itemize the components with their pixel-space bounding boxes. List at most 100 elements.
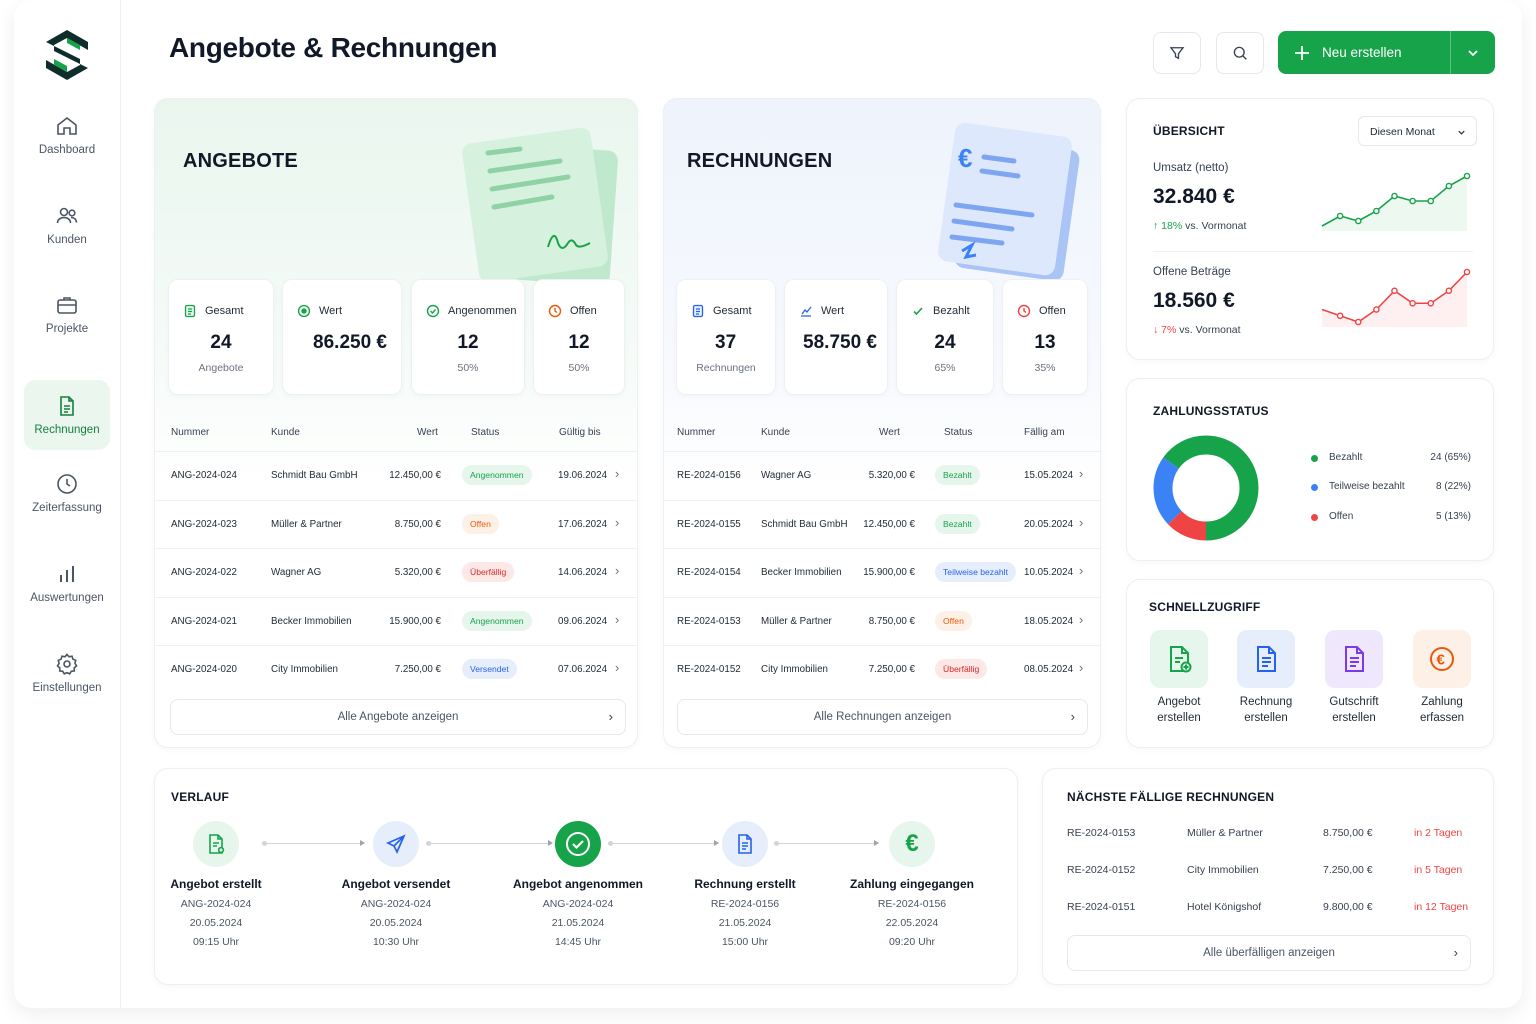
- cell-date: 10.05.2024: [1024, 567, 1074, 578]
- cell-customer: Becker Immobilien: [271, 615, 352, 627]
- column-header: Status: [944, 427, 973, 438]
- quick-action-line2: erstellen: [1244, 712, 1288, 724]
- offen-value: 18.560 €: [1153, 289, 1235, 312]
- stat-value: 24: [210, 332, 232, 353]
- cell-customer: Wagner AG: [761, 470, 812, 481]
- timeline-step-ref: ANG-2024-024: [542, 898, 614, 910]
- list-item[interactable]: RE-2024-0152 City Immobilien 7.250,00 € in …: [1067, 864, 1469, 901]
- nav-zeiterfassung[interactable]: Zeiterfassung: [24, 458, 110, 528]
- table-row[interactable]: RE-2024-0153 Müller & Partner 8.750,00 € Of…: [664, 596, 1100, 645]
- zahlungsstatus-panel: ZAHLUNGSSTATUS Bezahlt 24 (65%) Teilweis…: [1126, 378, 1494, 561]
- timeline-step-time: 09:15 Uhr: [192, 936, 240, 948]
- schnellzugriff-panel: SCHNELLZUGRIFF Angebot erstellen Rechnun…: [1126, 579, 1494, 748]
- table-row[interactable]: RE-2024-0154 Becker Immobilien 15.900,00 €…: [664, 548, 1100, 596]
- status-badge: Überfällig: [462, 562, 515, 582]
- table-row[interactable]: RE-2024-0152 City Immobilien 7.250,00 € Übe…: [664, 645, 1100, 693]
- column-header: Nummer: [677, 427, 716, 438]
- sparkline-point: [1463, 172, 1471, 180]
- offen-delta-value: 7%: [1161, 324, 1177, 336]
- sparkline-point: [1445, 182, 1453, 190]
- due-in-label: in 12 Tagen: [1414, 901, 1469, 913]
- cell-date: 20.05.2024: [1024, 518, 1074, 530]
- nav-projekte[interactable]: Projekte: [24, 279, 110, 349]
- chevron-right-icon: ›: [1079, 563, 1084, 578]
- chevron-right-icon: ›: [615, 514, 620, 530]
- quick-action-line2: erstellen: [1157, 712, 1201, 724]
- column-header: Nummer: [171, 427, 210, 438]
- cell-number: RE-2024-0155: [677, 518, 741, 530]
- timeline-step-title: Angebot erstellt: [170, 877, 262, 891]
- nav-auswertungen[interactable]: Auswertungen: [24, 548, 110, 618]
- table-row[interactable]: ANG-2024-024 Schmidt Bau GmbH 12.450,00 € A…: [155, 451, 637, 499]
- status-badge: Angenommen: [462, 465, 532, 485]
- table-row[interactable]: ANG-2024-023 Müller & Partner 8.750,00 € Of…: [155, 499, 637, 548]
- quick-action-angebot[interactable]: Angebot erstellen: [1144, 630, 1214, 726]
- period-select[interactable]: Diesen Monat: [1358, 116, 1477, 146]
- nav-label: Auswertungen: [30, 592, 104, 604]
- list-item[interactable]: RE-2024-0151 Hotel Königshof 9.800,00 € in …: [1067, 901, 1469, 938]
- table-row[interactable]: ANG-2024-022 Wagner AG 5.320,00 € Überfälli…: [155, 548, 637, 596]
- overview-title: ÜBERSICHT: [1153, 124, 1225, 138]
- nav-kunden[interactable]: Kunden: [24, 190, 110, 260]
- search-button[interactable]: [1216, 32, 1264, 74]
- filter-button[interactable]: [1153, 32, 1201, 74]
- timeline-step-time: 14:45 Uhr: [554, 936, 602, 948]
- cell-customer: Schmidt Bau GmbH: [761, 518, 848, 530]
- table-row[interactable]: RE-2024-0155 Schmidt Bau GmbH 12.450,00 € B…: [664, 499, 1100, 548]
- stat-value: 12: [568, 332, 590, 353]
- new-create-main[interactable]: Neu erstellen: [1278, 31, 1450, 74]
- table-row[interactable]: ANG-2024-021 Becker Immobilien 15.900,00 €…: [155, 596, 637, 645]
- legend-count: 5 (13%): [1435, 511, 1471, 522]
- sparkline-point: [1409, 197, 1416, 205]
- nav-rechnungen[interactable]: Rechnungen: [24, 380, 110, 450]
- quick-action-gutschrift[interactable]: Gutschrift erstellen: [1319, 630, 1389, 726]
- document-icon: [60, 396, 74, 416]
- cell-customer: Wagner AG: [271, 567, 322, 578]
- cell-value: 8.750,00 €: [868, 615, 915, 627]
- sparkline-point: [1336, 212, 1344, 220]
- verlauf-panel: VERLAUF Angebot erstellt ANG-2024-024 20…: [154, 768, 1018, 985]
- new-create-button[interactable]: Neu erstellen: [1278, 31, 1495, 74]
- show-all-overdue-button[interactable]: Alle überfälligen anzeigen ›: [1067, 935, 1471, 971]
- timeline-step-time: 09:20 Uhr: [888, 936, 936, 948]
- sparkline-point: [1409, 299, 1416, 307]
- chevron-right-icon: ›: [1453, 945, 1458, 960]
- faellige-title: NÄCHSTE FÄLLIGE RECHNUNGEN: [1067, 790, 1275, 804]
- verlauf-title: VERLAUF: [171, 790, 230, 804]
- quick-action-zahlung[interactable]: € Zahlung erfassen: [1407, 630, 1477, 726]
- document-icon: [184, 304, 196, 318]
- column-header: Wert: [417, 427, 438, 438]
- timeline-step-date: 22.05.2024: [885, 917, 939, 929]
- chevron-right-icon: ›: [615, 611, 620, 627]
- send-icon: [373, 821, 419, 867]
- quick-action-line1: Rechnung: [1239, 696, 1293, 708]
- status-badge: Offen: [935, 610, 972, 631]
- cell-number: ANG-2024-023: [171, 518, 237, 530]
- stat-card-gesamt: Gesamt 37 Rechnungen: [676, 279, 776, 395]
- chevron-right-icon: ›: [615, 660, 620, 675]
- table-row[interactable]: ANG-2024-020 City Immobilien 7.250,00 € Ver…: [155, 645, 637, 693]
- show-all-angebote-button[interactable]: Alle Angebote anzeigen ›: [170, 699, 626, 735]
- cell-value: 8.750,00 €: [394, 518, 441, 530]
- clock-icon: [57, 474, 77, 494]
- show-all-rechnungen-button[interactable]: Alle Rechnungen anzeigen ›: [677, 699, 1088, 735]
- stat-value: 12: [457, 332, 479, 353]
- timeline-step: Angebot versendet ANG-2024-024 20.05.202…: [316, 821, 476, 952]
- list-item[interactable]: RE-2024-0153 Müller & Partner 8.750,00 € in…: [1067, 827, 1469, 864]
- cell-value: 12.450,00 €: [389, 470, 441, 481]
- nav-dashboard[interactable]: Dashboard: [24, 100, 110, 170]
- timeline-step: Angebot angenommen ANG-2024-024 21.05.20…: [498, 821, 658, 952]
- legend-dot: [1311, 514, 1318, 521]
- filter-icon: [1169, 47, 1185, 60]
- new-create-dropdown[interactable]: [1450, 31, 1495, 74]
- cell-value: 12.450,00 €: [863, 518, 915, 530]
- quick-action-rechnung[interactable]: Rechnung erstellen: [1231, 630, 1301, 726]
- nav-einstellungen[interactable]: Einstellungen: [24, 638, 110, 708]
- stat-value: 37: [715, 332, 737, 353]
- briefcase-icon: [57, 297, 77, 314]
- table-row[interactable]: RE-2024-0156 Wagner AG 5.320,00 € Bezahlt 15…: [664, 451, 1100, 499]
- cell-wert: 8.750,00 €: [1323, 827, 1373, 839]
- angebote-title: ANGEBOTE: [183, 150, 298, 172]
- stat-card-gesamt: Gesamt 24 Angebote: [168, 279, 274, 395]
- stat-sub: Angebote: [198, 362, 244, 374]
